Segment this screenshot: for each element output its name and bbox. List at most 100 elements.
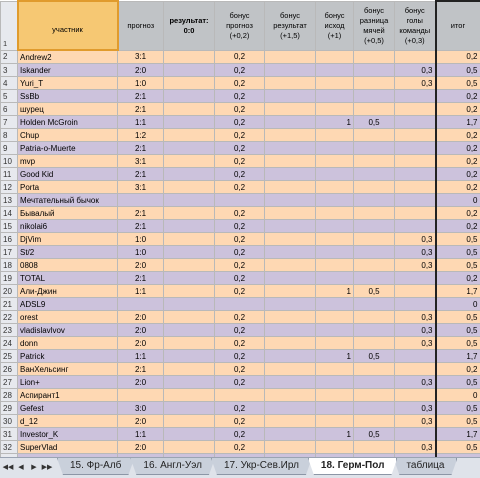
cell-total[interactable]: 1,7 xyxy=(436,428,480,441)
cell-bonus-diff[interactable] xyxy=(354,389,395,402)
cell-participant[interactable]: Porta xyxy=(18,181,118,194)
cell-total[interactable]: 0,2 xyxy=(436,129,480,142)
cell-participant[interactable]: Investor_K xyxy=(18,428,118,441)
cell-bonus-forecast[interactable]: 0,2 xyxy=(215,337,265,350)
cell-bonus-result[interactable] xyxy=(265,415,316,428)
cell-total[interactable]: 0,5 xyxy=(436,246,480,259)
cell-result[interactable] xyxy=(164,350,215,363)
cell-bonus-goals[interactable]: 0,3 xyxy=(395,402,436,415)
cell-bonus-result[interactable] xyxy=(265,428,316,441)
cell-participant[interactable]: Patria-o-Muerte xyxy=(18,142,118,155)
cell-bonus-forecast[interactable]: 0,2 xyxy=(215,142,265,155)
cell-bonus-diff[interactable] xyxy=(354,77,395,90)
row-header[interactable]: 3 xyxy=(1,64,18,77)
cell-bonus-goals[interactable] xyxy=(395,285,436,298)
cell-result[interactable] xyxy=(164,194,215,207)
cell-forecast[interactable]: 2:1 xyxy=(118,207,164,220)
cell-bonus-goals[interactable]: 0,3 xyxy=(395,311,436,324)
cell-bonus-forecast[interactable] xyxy=(215,298,265,311)
cell-participant[interactable]: Lion+ xyxy=(18,376,118,389)
row-header[interactable]: 6 xyxy=(1,103,18,116)
cell-result[interactable] xyxy=(164,428,215,441)
cell-participant[interactable]: Patrick xyxy=(18,350,118,363)
cell-participant[interactable]: Али-Джин xyxy=(18,285,118,298)
cell-bonus-outcome[interactable] xyxy=(316,272,354,285)
cell-forecast[interactable] xyxy=(118,389,164,402)
cell-total[interactable]: 0,2 xyxy=(436,181,480,194)
cell-bonus-goals[interactable]: 0,3 xyxy=(395,259,436,272)
row-header[interactable]: 20 xyxy=(1,285,18,298)
cell-bonus-outcome[interactable] xyxy=(316,77,354,90)
cell-result[interactable] xyxy=(164,311,215,324)
cell-bonus-goals[interactable] xyxy=(395,50,436,64)
next-sheet-icon[interactable]: ▶ xyxy=(30,462,38,472)
cell-bonus-result[interactable] xyxy=(265,441,316,454)
cell-bonus-result[interactable] xyxy=(265,103,316,116)
cell-result[interactable] xyxy=(164,103,215,116)
cell-total[interactable]: 0,5 xyxy=(436,337,480,350)
cell-bonus-result[interactable] xyxy=(265,77,316,90)
cell-bonus-forecast[interactable]: 0,2 xyxy=(215,441,265,454)
cell-total[interactable]: 0,5 xyxy=(436,402,480,415)
cell-bonus-result[interactable] xyxy=(265,168,316,181)
cell-bonus-diff[interactable] xyxy=(354,103,395,116)
cell-bonus-goals[interactable] xyxy=(395,363,436,376)
cell-bonus-goals[interactable] xyxy=(395,350,436,363)
cell-bonus-diff[interactable] xyxy=(354,324,395,337)
cell-bonus-outcome[interactable] xyxy=(316,207,354,220)
cell-bonus-forecast[interactable]: 0,2 xyxy=(215,324,265,337)
prev-sheet-icon[interactable]: ◀ xyxy=(17,462,25,472)
cell-bonus-result[interactable] xyxy=(265,181,316,194)
cell-bonus-result[interactable] xyxy=(265,116,316,129)
row-header[interactable]: 10 xyxy=(1,155,18,168)
cell-bonus-result[interactable] xyxy=(265,376,316,389)
cell-forecast[interactable]: 2:0 xyxy=(118,324,164,337)
row-header[interactable]: 5 xyxy=(1,90,18,103)
row-header[interactable]: 12 xyxy=(1,181,18,194)
cell-bonus-diff[interactable] xyxy=(354,272,395,285)
cell-bonus-result[interactable] xyxy=(265,402,316,415)
cell-bonus-outcome[interactable] xyxy=(316,324,354,337)
cell-bonus-outcome[interactable] xyxy=(316,376,354,389)
row-header[interactable]: 18 xyxy=(1,259,18,272)
first-sheet-icon[interactable]: ◀◀ xyxy=(4,462,12,472)
cell-bonus-forecast[interactable]: 0,2 xyxy=(215,129,265,142)
sheet-tab[interactable]: 15. Фр-Алб xyxy=(57,458,134,475)
cell-result[interactable] xyxy=(164,389,215,402)
cell-bonus-goals[interactable]: 0,3 xyxy=(395,441,436,454)
cell-participant[interactable]: d_12 xyxy=(18,415,118,428)
cell-participant[interactable]: Good Kid xyxy=(18,168,118,181)
cell-bonus-goals[interactable]: 0,3 xyxy=(395,64,436,77)
cell-bonus-diff[interactable] xyxy=(354,376,395,389)
cell-result[interactable] xyxy=(164,233,215,246)
cell-bonus-goals[interactable] xyxy=(395,116,436,129)
cell-bonus-forecast[interactable]: 0,2 xyxy=(215,207,265,220)
cell-total[interactable]: 0,2 xyxy=(436,272,480,285)
cell-result[interactable] xyxy=(164,402,215,415)
cell-forecast[interactable]: 3:1 xyxy=(118,50,164,64)
cell-bonus-goals[interactable]: 0,3 xyxy=(395,415,436,428)
cell-bonus-outcome[interactable]: 1 xyxy=(316,116,354,129)
cell-bonus-outcome[interactable]: 1 xyxy=(316,428,354,441)
cell-result[interactable] xyxy=(164,77,215,90)
cell-bonus-goals[interactable]: 0,3 xyxy=(395,337,436,350)
cell-bonus-outcome[interactable] xyxy=(316,298,354,311)
cell-bonus-goals[interactable] xyxy=(395,168,436,181)
cell-participant[interactable]: Gefest xyxy=(18,402,118,415)
row-header[interactable]: 17 xyxy=(1,246,18,259)
cell-forecast[interactable]: 1:1 xyxy=(118,116,164,129)
cell-bonus-goals[interactable]: 0,3 xyxy=(395,77,436,90)
cell-bonus-outcome[interactable] xyxy=(316,363,354,376)
cell-total[interactable]: 0 xyxy=(436,389,480,402)
cell-bonus-diff[interactable] xyxy=(354,402,395,415)
cell-participant[interactable]: vladislavlvov xyxy=(18,324,118,337)
cell-bonus-diff[interactable] xyxy=(354,194,395,207)
cell-forecast[interactable]: 2:0 xyxy=(118,415,164,428)
cell-total[interactable]: 0,2 xyxy=(436,90,480,103)
cell-bonus-result[interactable] xyxy=(265,155,316,168)
cell-total[interactable]: 0,2 xyxy=(436,142,480,155)
cell-total[interactable]: 0,5 xyxy=(436,259,480,272)
cell-participant[interactable]: Мечтательный бычок xyxy=(18,194,118,207)
cell-total[interactable]: 0,2 xyxy=(436,168,480,181)
cell-total[interactable]: 0,2 xyxy=(436,363,480,376)
